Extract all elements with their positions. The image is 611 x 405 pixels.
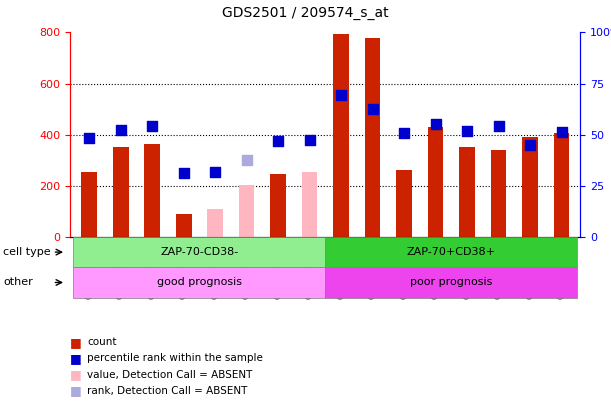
Text: ZAP-70+CD38+: ZAP-70+CD38+ — [407, 247, 496, 257]
Point — [525, 142, 535, 148]
Text: GDS2501 / 209574_s_at: GDS2501 / 209574_s_at — [222, 6, 389, 20]
Point — [462, 128, 472, 134]
Text: ■: ■ — [70, 352, 82, 365]
Text: other: other — [3, 277, 33, 288]
Bar — [302, 172, 318, 237]
Point — [179, 170, 189, 176]
Bar — [144, 144, 160, 237]
Point — [399, 130, 409, 136]
Point — [494, 122, 503, 129]
Point — [242, 157, 252, 164]
Point — [273, 138, 283, 144]
Text: ■: ■ — [70, 368, 82, 381]
Bar — [491, 150, 507, 237]
Bar — [207, 209, 223, 237]
Point — [84, 135, 94, 142]
Text: value, Detection Call = ABSENT: value, Detection Call = ABSENT — [87, 370, 253, 379]
Text: poor prognosis: poor prognosis — [410, 277, 492, 288]
Bar — [459, 147, 475, 237]
Bar — [396, 171, 412, 237]
Point — [557, 129, 566, 135]
Bar — [554, 133, 569, 237]
Bar — [333, 34, 349, 237]
Bar — [81, 172, 97, 237]
Bar — [239, 185, 255, 237]
Point — [368, 106, 378, 112]
Bar — [428, 127, 444, 237]
Bar — [270, 174, 286, 237]
Text: count: count — [87, 337, 117, 347]
Text: good prognosis: good prognosis — [157, 277, 242, 288]
Text: percentile rank within the sample: percentile rank within the sample — [87, 354, 263, 363]
Text: ZAP-70-CD38-: ZAP-70-CD38- — [160, 247, 238, 257]
Point — [210, 168, 220, 175]
Point — [336, 92, 346, 98]
Text: cell type: cell type — [3, 247, 51, 257]
Text: ■: ■ — [70, 384, 82, 397]
Point — [305, 136, 315, 143]
Point — [431, 121, 441, 128]
Bar — [113, 147, 128, 237]
Bar — [365, 38, 381, 237]
Point — [115, 126, 125, 133]
Bar — [522, 137, 538, 237]
Text: rank, Detection Call = ABSENT: rank, Detection Call = ABSENT — [87, 386, 247, 396]
Bar — [176, 214, 191, 237]
Text: ■: ■ — [70, 336, 82, 349]
Point — [147, 122, 157, 129]
